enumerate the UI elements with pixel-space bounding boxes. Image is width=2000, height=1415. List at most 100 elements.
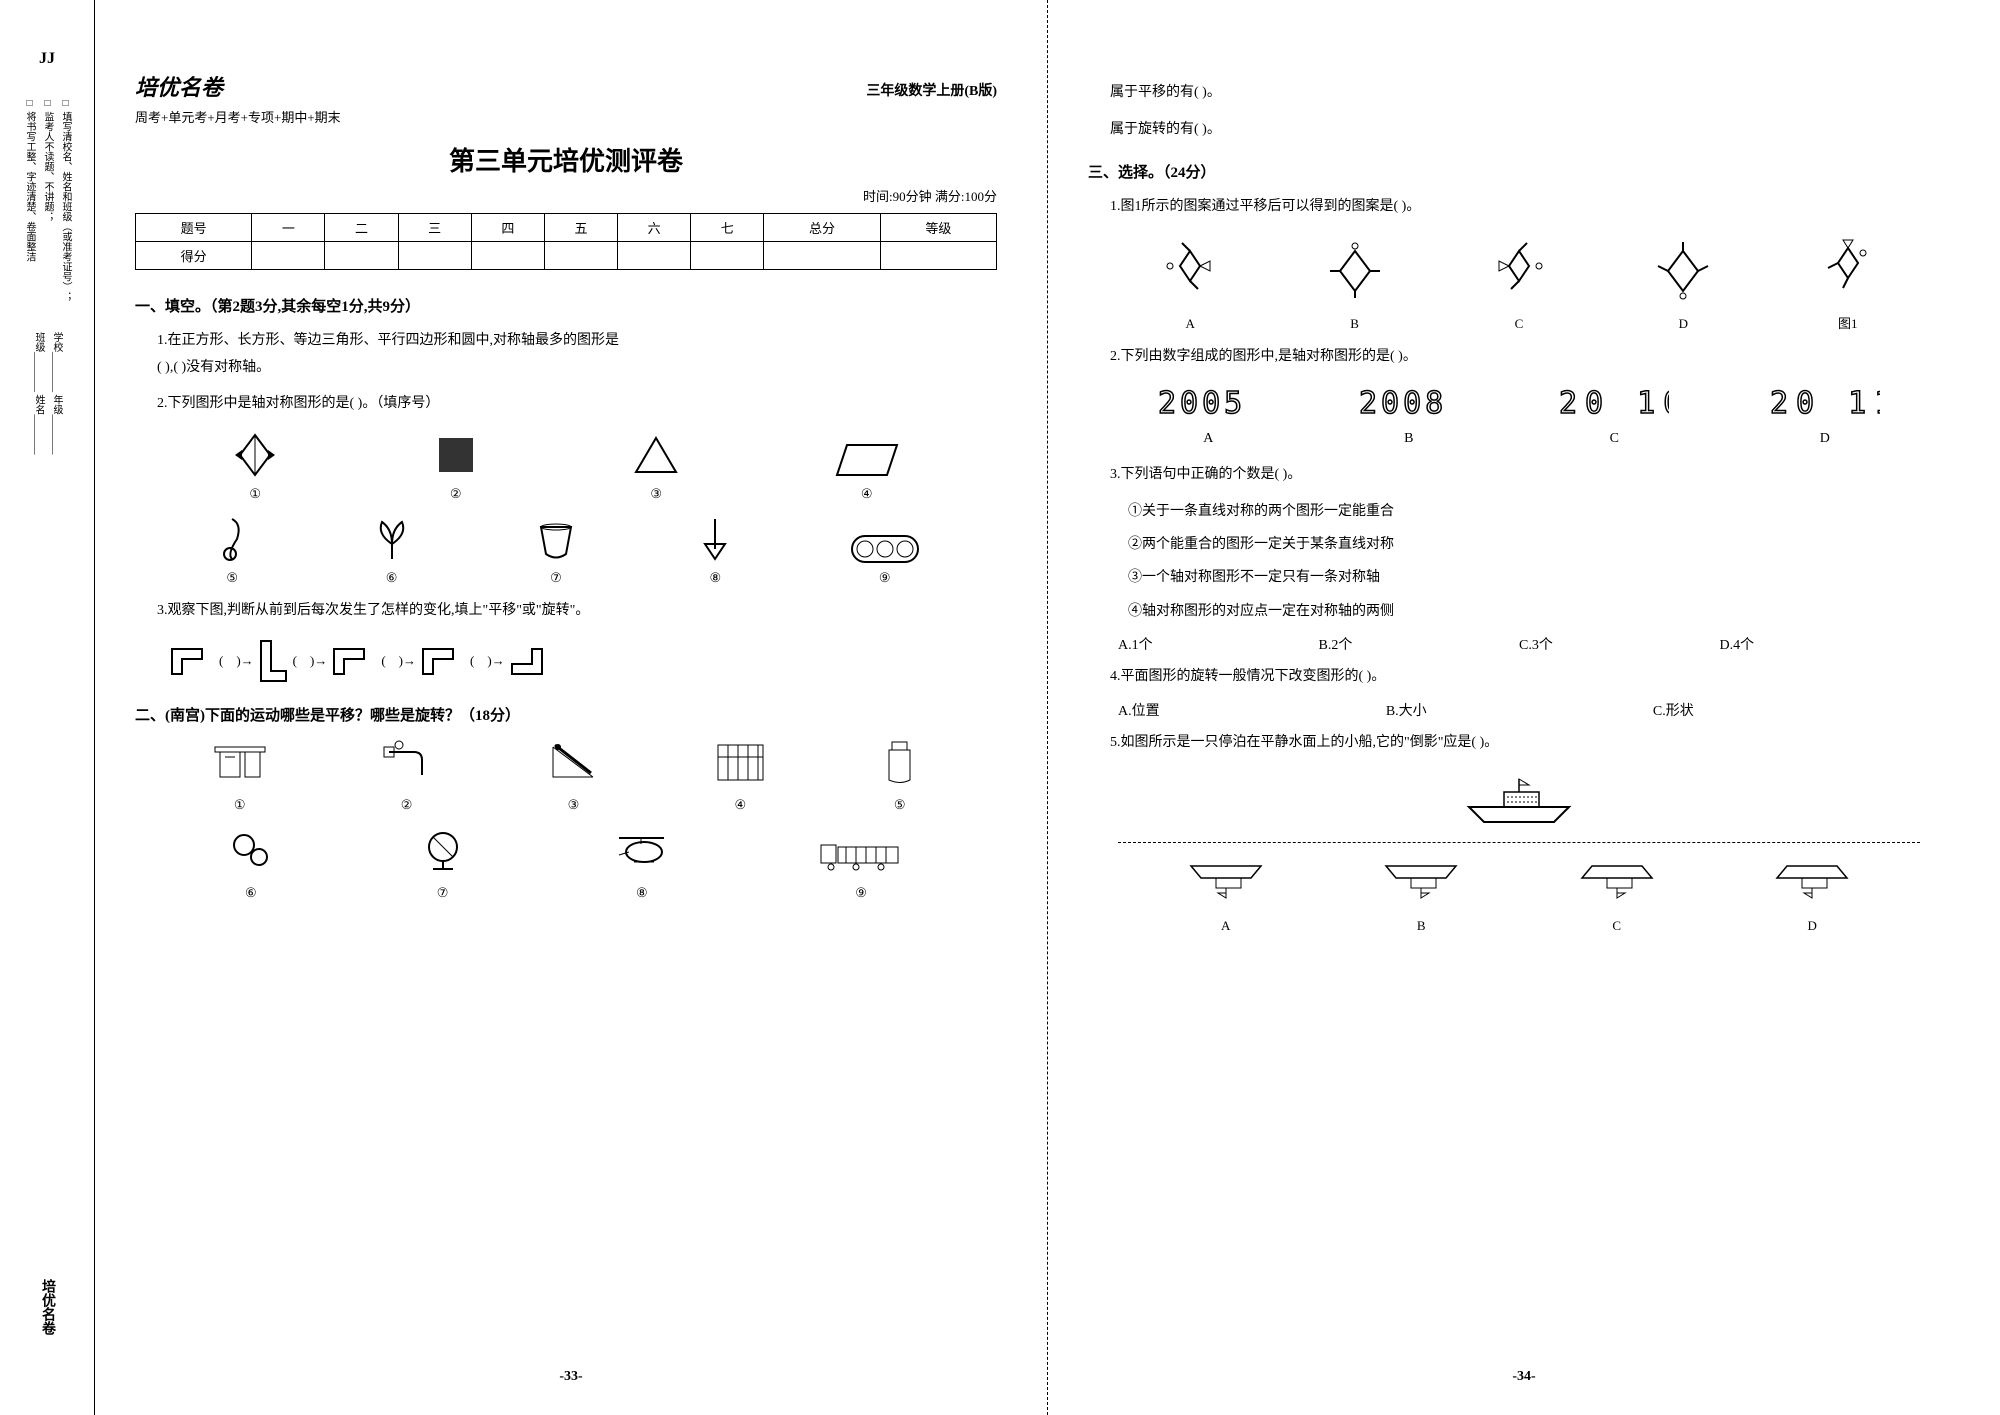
question-1-1: 1.在正方形、长方形、等边三角形、平行四边形和圆中,对称轴最多的图形是 ( ),… [157, 328, 997, 381]
square-icon [431, 430, 481, 480]
boat-icon [1429, 767, 1609, 827]
svg-text:2005: 2005 [1158, 386, 1246, 420]
parallelogram-icon [832, 440, 902, 480]
shape-8: ⑧ [695, 514, 735, 586]
shape-2: ② [431, 430, 481, 502]
q3-4-options: A.位置 B.大小 C.形状 [1118, 700, 1920, 720]
trapezoid-cup-icon [531, 519, 581, 564]
blank-paren: ( ) [293, 653, 315, 669]
l-shape-3 [329, 644, 379, 679]
q3-5-options: A B C [1128, 858, 1910, 934]
diamond-arrows-icon [230, 430, 280, 480]
section-3-title: 三、选择。（24分） [1088, 161, 1950, 182]
blank-paren: ( ) [470, 653, 492, 669]
pattern-fig1-icon [1813, 233, 1883, 303]
pattern-d-icon [1648, 236, 1718, 306]
section-1-title: 一、填空。（第2题3分,其余每空1分,共9分） [135, 295, 997, 316]
question-1-3: 3.观察下图,判断从前到后每次发生了怎样的变化,填上"平移"或"旋转"。 [157, 598, 997, 625]
boat-reflect-b [1361, 858, 1481, 908]
page-number-left: -33- [559, 1369, 582, 1385]
shape-1: ① [230, 430, 280, 502]
q2-shapes-row2: ⑤ ⑥ ⑦ ⑧ ⑨ [155, 514, 977, 586]
q3-2-digits: 2005 A 2008 B 20 10 C 20 11 D [1108, 385, 1930, 447]
motion-1: ① [210, 737, 270, 813]
section2-blank2: 属于旋转的有( )。 [1110, 117, 1950, 144]
book-title: 三年级数学上册(B版) [866, 80, 997, 100]
score-header-row: 题号 一 二 三 四 五 六 七 总分 等级 [136, 214, 997, 242]
water-line [1118, 842, 1920, 843]
motion-2: ② [379, 737, 434, 813]
subheader: 周考+单元考+月考+专项+期中+期末 [135, 107, 997, 126]
digits-a: 2005 A [1158, 385, 1258, 447]
option-b: B [1320, 236, 1390, 332]
motion-row1: ① ② ③ ④ ⑤ [155, 737, 977, 813]
q3-transform-row: ( )→ ( )→ ( )→ ( )→ [165, 636, 997, 686]
leaf-icon [367, 514, 417, 564]
boat-reflect-c [1557, 858, 1677, 908]
digits-2010: 20 10 [1559, 385, 1669, 420]
q3-3-options: A.1个 B.2个 C.3个 D.4个 [1118, 634, 1920, 654]
l-shape-4 [418, 644, 468, 679]
svg-text:20 10: 20 10 [1559, 386, 1669, 420]
boat-figure [1088, 767, 1950, 832]
q3-3-stmt2: ②两个能重合的图形一定关于某条直线对称 [1128, 532, 1950, 557]
svg-text:20 11: 20 11 [1770, 386, 1880, 420]
student-info-fields: 学校________ 年级________ 班级________ 姓名_____… [29, 332, 65, 455]
section2-blank1: 属于平移的有( )。 [1110, 80, 1950, 107]
digits-2005: 2005 [1158, 385, 1258, 420]
triangle-icon [631, 430, 681, 480]
boat-c: C [1557, 858, 1677, 934]
binding-margin: JJ □ 填写清校名、姓名和班级（或准考证号）； □ 监考人不读题、不讲题； □… [0, 0, 95, 1415]
margin-logo: 培优名卷 [37, 1279, 57, 1335]
blank-paren: ( ) [219, 653, 241, 669]
boat-reflect-d [1752, 858, 1872, 908]
question-3-5: 5.如图所示是一只停泊在平静水面上的小船,它的"倒影"应是( )。 [1110, 730, 1950, 757]
option-d: D [1648, 236, 1718, 332]
motion-7: ⑦ [418, 825, 468, 901]
boat-b: B [1361, 858, 1481, 934]
gears-icon [226, 825, 276, 875]
digits-c: 20 10 C [1559, 385, 1669, 447]
question-3-2: 2.下列由数字组成的图形中,是轴对称图形的是( )。 [1110, 344, 1950, 371]
question-3-4: 4.平面图形的旋转一般情况下改变图形的( )。 [1110, 664, 1950, 691]
shape-9: ⑨ [850, 534, 920, 586]
q3-1-options: A B C D 图1 [1108, 233, 1930, 332]
treble-clef-icon [212, 514, 252, 564]
globe-icon [418, 825, 468, 875]
page-header: 培优名卷 三年级数学上册(B版) [135, 70, 997, 102]
boat-a: A [1166, 858, 1286, 934]
page-number-right: -34- [1512, 1369, 1535, 1385]
shape-3: ③ [631, 430, 681, 502]
desk-drawer-icon [210, 737, 270, 787]
time-score: 时间:90分钟 满分:100分 [135, 186, 997, 205]
helicopter-icon [609, 830, 674, 875]
pattern-c-icon [1484, 236, 1554, 306]
q3-3-stmt3: ③一个轴对称图形不一定只有一条对称轴 [1128, 565, 1950, 590]
section-2-title: 二、(南宫)下面的运动哪些是平移？哪些是旋转？（18分） [135, 704, 997, 725]
test-title: 第三单元培优测评卷 [135, 141, 997, 178]
three-circles-icon [850, 534, 920, 564]
exam-rules: □ 填写清校名、姓名和班级（或准考证号）； □ 监考人不读题、不讲题； □ 将书… [20, 98, 74, 302]
motion-row2: ⑥ ⑦ ⑧ ⑨ [155, 825, 977, 901]
shape-6: ⑥ [367, 514, 417, 586]
digits-2011: 20 11 [1770, 385, 1880, 420]
l-shape-1 [167, 644, 217, 679]
score-table: 题号 一 二 三 四 五 六 七 总分 等级 得分 [135, 213, 997, 270]
q3-3-stmt1: ①关于一条直线对称的两个图形一定能重合 [1128, 499, 1950, 524]
l-shape-2 [256, 636, 291, 686]
option-a: A [1155, 236, 1225, 332]
question-1-2: 2.下列图形中是轴对称图形的是( )。（填序号） [157, 391, 997, 418]
blank-paren: ( ) [381, 653, 403, 669]
motion-3: ③ [543, 737, 603, 813]
digits-2008: 2008 [1359, 385, 1459, 420]
pattern-a-icon [1155, 236, 1225, 306]
motion-5: ⑤ [877, 737, 922, 813]
q3-3-stmt4: ④轴对称图形的对应点一定在对称轴的两侧 [1128, 599, 1950, 624]
digits-d: 20 11 D [1770, 385, 1880, 447]
shape-7: ⑦ [531, 519, 581, 586]
boat-d: D [1752, 858, 1872, 934]
motion-9: ⑨ [816, 835, 906, 901]
motion-8: ⑧ [609, 830, 674, 901]
boat-reflect-a [1166, 858, 1286, 908]
bottle-icon [877, 737, 922, 787]
